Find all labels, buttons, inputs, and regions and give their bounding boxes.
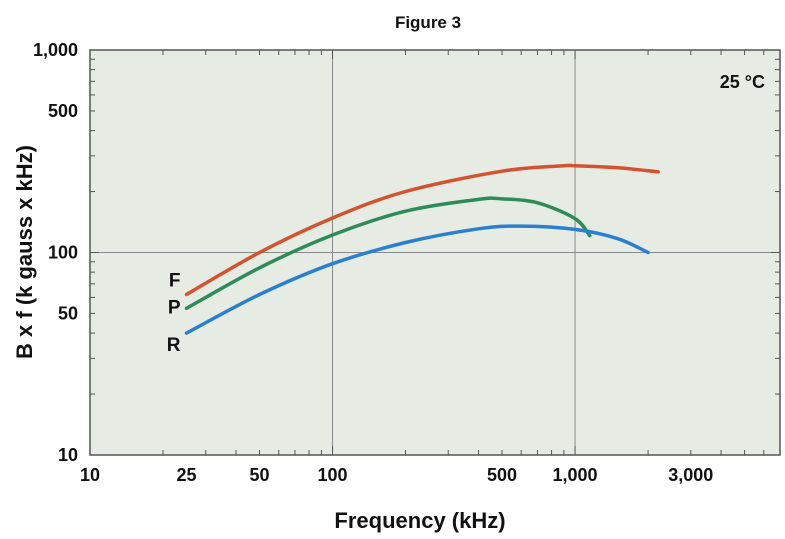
series-line-p [184,196,592,311]
series-lines [184,163,660,335]
y-axis-label: B x f (k gauss x kHz) [12,145,37,359]
x-tick-label: 500 [487,465,517,485]
x-tick-label: 3,000 [668,465,713,485]
minor-ticks [89,50,781,456]
x-tick-label: 100 [317,465,347,485]
y-tick-label: 10 [58,445,78,465]
x-axis-label: Frequency (kHz) [334,508,505,533]
x-tick-label: 50 [250,465,270,485]
series-label-r: R [167,335,181,356]
x-tick-label: 25 [176,465,196,485]
y-tick-label: 500 [48,101,78,121]
grid-lines [90,50,780,455]
chart-title: Figure 3 [395,13,461,32]
y-tick-label: 50 [58,303,78,323]
series-label-p: P [168,297,181,318]
y-tick-labels: 10 50 100 500 1,000 [33,40,78,465]
y-tick-label: 1,000 [33,40,78,60]
x-tick-label: 10 [80,465,100,485]
y-tick-label: 100 [48,243,78,263]
series-line-f [184,163,660,297]
series-labels: FPR [167,271,181,357]
series-label-f: F [169,271,181,292]
x-tick-labels: 10 25 50 100 500 1,000 3,000 [80,465,713,485]
temperature-annotation: 25 °C [720,72,765,92]
x-tick-label: 1,000 [553,465,598,485]
series-line-r [184,224,650,335]
